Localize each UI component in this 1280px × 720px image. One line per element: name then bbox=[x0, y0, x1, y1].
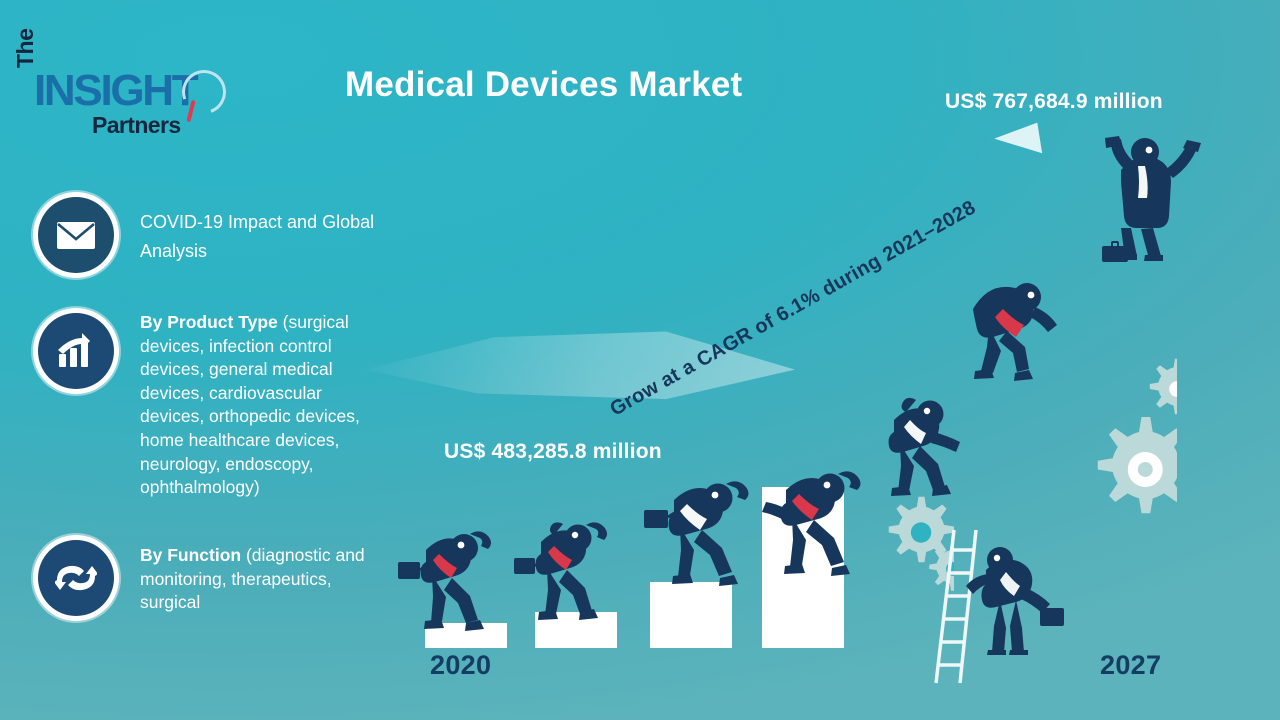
bar-6 bbox=[1095, 257, 1177, 648]
logo-partners-text: Partners bbox=[92, 112, 181, 138]
sidebar-item-label: By Product Type (surgical devices, infec… bbox=[140, 311, 390, 500]
x-axis-tick-2027: 2027 bbox=[1100, 650, 1162, 680]
sidebar-item-label: By Function (diagnostic and monitoring, … bbox=[140, 544, 380, 615]
sidebar-item-covid-impact[interactable]: COVID-19 Impact and Global Analysis bbox=[38, 197, 380, 273]
bar-chart-arrow-icon bbox=[38, 313, 114, 389]
end-value-label: US$ 767,684.9 million bbox=[945, 90, 1163, 113]
briefcase-icon bbox=[1100, 240, 1130, 264]
gear-cluster-bar6 bbox=[1095, 257, 1177, 648]
x-axis-tick-2020: 2020 bbox=[430, 650, 492, 680]
brand-logo[interactable]: The INSIGHT Partners bbox=[6, 29, 234, 138]
sidebar-item-1-text: COVID-19 Impact and Global Analysis bbox=[140, 212, 375, 261]
businessperson-running-icon bbox=[752, 462, 872, 580]
businessperson-running-icon bbox=[872, 388, 982, 500]
sidebar-item-2-heading: By Product Type bbox=[140, 312, 278, 332]
envelope-icon bbox=[38, 197, 114, 273]
ladder-icon bbox=[930, 528, 990, 693]
sidebar-item-by-function[interactable]: By Function (diagnostic and monitoring, … bbox=[38, 540, 380, 616]
start-value-label: US$ 483,285.8 million bbox=[444, 440, 662, 463]
businessperson-running-icon bbox=[640, 472, 760, 590]
page-title: Medical Devices Market bbox=[345, 65, 743, 104]
cycle-refresh-icon bbox=[38, 540, 114, 616]
sidebar-item-by-product-type[interactable]: By Product Type (surgical devices, infec… bbox=[38, 311, 390, 500]
sidebar-item-3-heading: By Function bbox=[140, 545, 242, 565]
businessperson-running-icon bbox=[392, 520, 502, 635]
businessperson-holding-ladder-icon bbox=[966, 540, 1083, 655]
sidebar-item-label: COVID-19 Impact and Global Analysis bbox=[140, 208, 380, 266]
sidebar-item-2-text: (surgical devices, infection control dev… bbox=[140, 312, 360, 498]
logo-insight-text: INSIGHT bbox=[34, 66, 199, 115]
sidebar-item-3-text: (diagnostic and monitoring, therapeutics… bbox=[140, 545, 365, 613]
businessperson-climbing-icon bbox=[955, 275, 1075, 385]
bar-3 bbox=[650, 582, 732, 648]
businessperson-running-icon bbox=[508, 512, 618, 624]
